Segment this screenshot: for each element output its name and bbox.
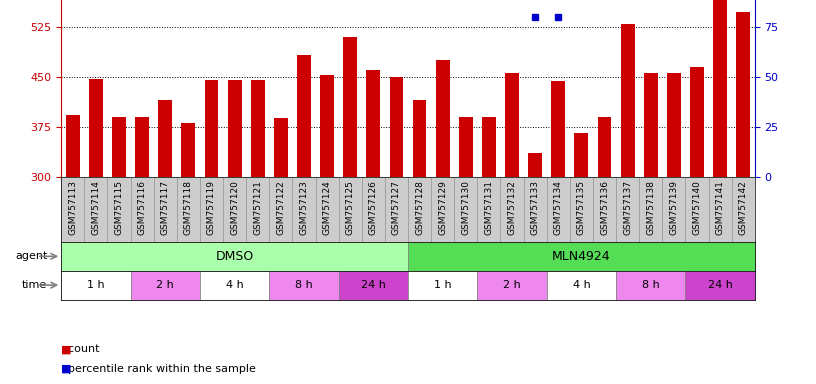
Bar bbox=[528, 153, 542, 177]
Text: GSM757118: GSM757118 bbox=[184, 180, 193, 235]
Text: GSM757138: GSM757138 bbox=[646, 180, 655, 235]
Bar bbox=[228, 80, 242, 177]
Text: GSM757113: GSM757113 bbox=[69, 180, 78, 235]
Text: GSM757128: GSM757128 bbox=[415, 180, 424, 235]
Text: GSM757141: GSM757141 bbox=[716, 180, 725, 235]
Text: GSM757119: GSM757119 bbox=[207, 180, 216, 235]
Text: GSM757121: GSM757121 bbox=[253, 180, 262, 235]
Text: GSM757140: GSM757140 bbox=[693, 180, 702, 235]
Text: time: time bbox=[22, 280, 47, 290]
Text: ■: ■ bbox=[61, 344, 72, 354]
Text: 8 h: 8 h bbox=[295, 280, 313, 290]
Bar bbox=[667, 73, 681, 177]
Bar bbox=[574, 133, 588, 177]
Bar bbox=[621, 23, 635, 177]
Text: 4 h: 4 h bbox=[573, 280, 590, 290]
Text: DMSO: DMSO bbox=[215, 250, 254, 263]
Text: GSM757139: GSM757139 bbox=[669, 180, 678, 235]
Bar bbox=[713, 0, 727, 177]
Text: agent: agent bbox=[15, 251, 47, 262]
Text: GSM757127: GSM757127 bbox=[392, 180, 401, 235]
Text: GSM757115: GSM757115 bbox=[114, 180, 123, 235]
Bar bbox=[597, 117, 611, 177]
Bar bbox=[477, 271, 547, 300]
Bar bbox=[436, 60, 450, 177]
Text: GSM757129: GSM757129 bbox=[438, 180, 447, 235]
Text: 1 h: 1 h bbox=[87, 280, 104, 290]
Bar bbox=[685, 271, 755, 300]
Text: GSM757114: GSM757114 bbox=[91, 180, 100, 235]
Text: percentile rank within the sample: percentile rank within the sample bbox=[61, 364, 256, 374]
Bar bbox=[112, 117, 126, 177]
Bar bbox=[158, 100, 172, 177]
Text: 24 h: 24 h bbox=[361, 280, 386, 290]
Bar bbox=[274, 118, 288, 177]
Text: GSM757131: GSM757131 bbox=[485, 180, 494, 235]
Text: GSM757130: GSM757130 bbox=[461, 180, 470, 235]
Text: GSM757137: GSM757137 bbox=[623, 180, 632, 235]
Text: GSM757125: GSM757125 bbox=[346, 180, 355, 235]
Text: ■: ■ bbox=[61, 364, 72, 374]
Bar bbox=[135, 117, 149, 177]
Text: 4 h: 4 h bbox=[226, 280, 243, 290]
Bar bbox=[339, 271, 408, 300]
Text: GSM757124: GSM757124 bbox=[322, 180, 331, 235]
Bar bbox=[736, 12, 750, 177]
Bar bbox=[66, 115, 80, 177]
Bar bbox=[482, 117, 496, 177]
Bar bbox=[459, 117, 472, 177]
Bar bbox=[131, 271, 200, 300]
Bar bbox=[61, 271, 131, 300]
Bar bbox=[408, 242, 755, 271]
Text: GSM757117: GSM757117 bbox=[161, 180, 170, 235]
Bar bbox=[690, 67, 704, 177]
Text: GSM757126: GSM757126 bbox=[369, 180, 378, 235]
Text: 8 h: 8 h bbox=[642, 280, 659, 290]
Text: GSM757116: GSM757116 bbox=[138, 180, 147, 235]
Bar bbox=[547, 271, 616, 300]
Bar bbox=[205, 80, 219, 177]
Text: GSM757123: GSM757123 bbox=[299, 180, 308, 235]
Bar bbox=[616, 271, 685, 300]
Text: GSM757120: GSM757120 bbox=[230, 180, 239, 235]
Text: MLN4924: MLN4924 bbox=[552, 250, 610, 263]
Text: GSM757135: GSM757135 bbox=[577, 180, 586, 235]
Bar bbox=[200, 271, 269, 300]
Text: 2 h: 2 h bbox=[503, 280, 521, 290]
Bar bbox=[89, 79, 103, 177]
Text: 1 h: 1 h bbox=[434, 280, 451, 290]
Bar bbox=[644, 73, 658, 177]
Bar bbox=[413, 100, 427, 177]
Text: count: count bbox=[61, 344, 100, 354]
Bar bbox=[297, 55, 311, 177]
Text: 24 h: 24 h bbox=[707, 280, 733, 290]
Bar bbox=[61, 242, 408, 271]
Bar bbox=[251, 80, 264, 177]
Text: GSM757136: GSM757136 bbox=[600, 180, 609, 235]
Bar bbox=[505, 73, 519, 177]
Bar bbox=[366, 70, 380, 177]
Text: GSM757122: GSM757122 bbox=[277, 180, 286, 235]
Bar bbox=[320, 76, 334, 177]
Bar bbox=[181, 123, 195, 177]
Bar bbox=[269, 271, 339, 300]
Text: GSM757133: GSM757133 bbox=[530, 180, 539, 235]
Text: GSM757134: GSM757134 bbox=[554, 180, 563, 235]
Bar bbox=[552, 81, 565, 177]
Text: 2 h: 2 h bbox=[157, 280, 174, 290]
Bar bbox=[344, 37, 357, 177]
Bar bbox=[389, 78, 403, 177]
Text: GSM757142: GSM757142 bbox=[738, 180, 747, 235]
Bar bbox=[408, 271, 477, 300]
Text: GSM757132: GSM757132 bbox=[508, 180, 517, 235]
